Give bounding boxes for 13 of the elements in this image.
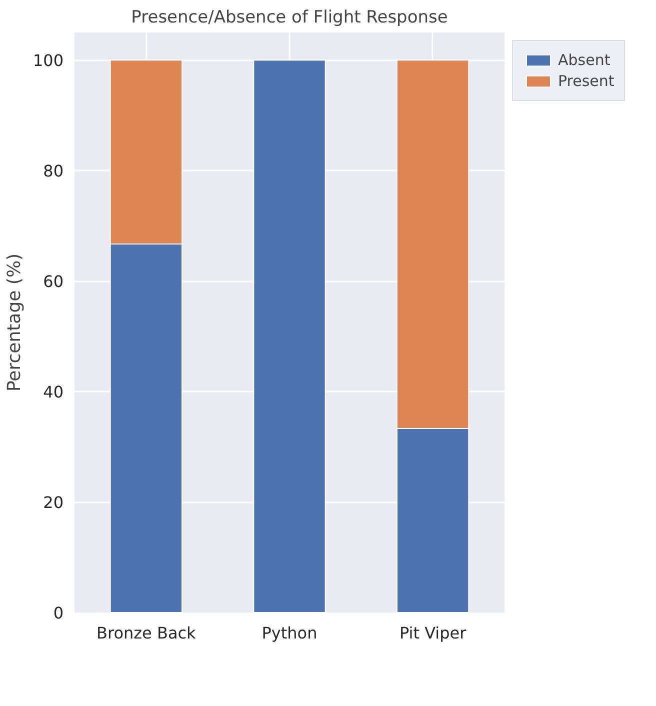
y-tick-label: 100 [32, 51, 64, 70]
y-tick-label: 0 [53, 604, 64, 622]
chart-title: Presence/Absence of Flight Response [131, 8, 448, 28]
x-tick-label: Python [262, 624, 318, 642]
y-tick-label: 20 [43, 493, 64, 512]
y-tick-label: 40 [43, 382, 64, 402]
y-tick-label: 80 [43, 162, 64, 181]
legend-label: Absent [558, 51, 610, 69]
y-tick-label: 60 [43, 272, 64, 292]
x-tick-label: Pit Viper [399, 624, 467, 642]
legend-label: Present [558, 72, 614, 90]
x-tick-label: Bronze Back [96, 624, 197, 642]
y-axis-title: Percentage (%) [4, 253, 25, 392]
